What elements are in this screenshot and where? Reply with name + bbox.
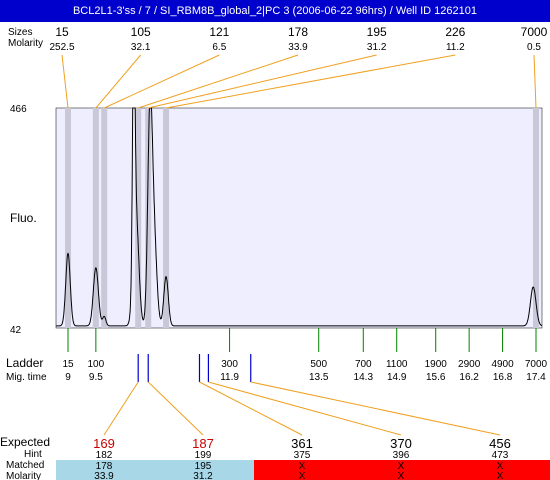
ladder-size-label: 15 (62, 359, 74, 370)
peak-size-label: 178 (288, 25, 308, 39)
row-label-molarity-bottom: Molarity (6, 471, 41, 480)
peak-connector (95, 54, 142, 109)
peak-size-label: 226 (445, 25, 465, 39)
fluorescence-trace (56, 107, 543, 327)
expected-size-label: 187 (192, 436, 214, 451)
expected-matched-label: 195 (195, 461, 212, 472)
row-label-sizes: Sizes (8, 27, 32, 38)
peak-size-label: 105 (131, 25, 151, 39)
expected-connector (250, 381, 501, 436)
peak-band (533, 108, 539, 328)
expected-molarity-label: X (497, 471, 504, 480)
ladder-time-label: 17.4 (526, 372, 546, 383)
expected-connector (208, 381, 402, 436)
row-label-expected: Expected (0, 435, 50, 449)
peak-connector (165, 54, 456, 109)
expected-size-label: 456 (489, 436, 511, 451)
peak-size-label: 195 (367, 25, 387, 39)
ladder-time-label: 9 (65, 372, 71, 383)
expected-size-label: 361 (291, 436, 313, 451)
peak-molarity-label: 32.1 (131, 42, 151, 53)
peak-molarity-label: 6.5 (212, 42, 226, 53)
ladder-size-label: 100 (88, 359, 105, 370)
peak-size-label: 7000 (521, 25, 548, 39)
ladder-size-label: 4900 (491, 359, 514, 370)
row-label-hint: Hint (24, 449, 42, 460)
ladder-time-label: 15.6 (426, 372, 446, 383)
peak-molarity-label: 11.2 (446, 42, 465, 53)
ladder-size-label: 500 (310, 359, 327, 370)
peak-molarity-label: 33.9 (288, 42, 308, 53)
ladder-time-label: 16.2 (459, 372, 479, 383)
plot-area (55, 107, 543, 329)
expected-molarity-label: 33.9 (94, 471, 114, 480)
expected-matched-label: X (398, 461, 405, 472)
expected-matched-label: 178 (96, 461, 113, 472)
expected-size-label: 169 (93, 436, 115, 451)
ladder-size-label: 1900 (425, 359, 448, 370)
expected-size-label: 370 (390, 436, 412, 451)
expected-molarity-label: X (398, 471, 405, 480)
ladder-time-label: 11.9 (220, 372, 239, 383)
ladder-time-label: 14.3 (354, 372, 374, 383)
row-label-fluo: Fluo. (10, 211, 37, 225)
ladder-time-label: 9.5 (89, 372, 103, 383)
expected-connector (147, 381, 204, 436)
expected-matched-label: X (497, 461, 504, 472)
peak-band (135, 108, 142, 328)
expected-connector (103, 381, 139, 436)
peak-size-label: 15 (55, 25, 69, 39)
peak-connector (104, 54, 220, 109)
peak-connector (533, 54, 537, 109)
ladder-time-label: 16.8 (493, 372, 513, 383)
expected-matched-label: X (299, 461, 306, 472)
peak-connector (61, 54, 69, 109)
ladder-size-label: 7000 (525, 359, 548, 370)
peak-molarity-label: 252.5 (49, 42, 74, 53)
unmatched-row-bg (254, 460, 550, 480)
matched-row-bg (56, 460, 254, 480)
peak-band (163, 108, 170, 328)
chart-header: BCL2L1-3'ss / 7 / SI_RBM8B_global_2|PC 3… (0, 0, 550, 22)
peak-band (145, 108, 152, 328)
row-label-ladder: Ladder (6, 356, 43, 370)
peak-band (92, 108, 99, 328)
expected-connector (199, 381, 303, 436)
ladder-size-label: 1100 (386, 359, 408, 370)
peak-band (65, 108, 71, 328)
row-label-matched: Matched (6, 460, 44, 471)
ladder-size-label: 300 (221, 359, 238, 370)
peak-molarity-label: 31.2 (367, 42, 387, 53)
expected-hint-label: 473 (492, 450, 509, 461)
expected-molarity-label: 31.2 (193, 471, 213, 480)
row-label-mig-time: Mig. time (6, 372, 47, 383)
y-tick-label-max: 466 (10, 104, 27, 115)
expected-molarity-label: X (299, 471, 306, 480)
peak-connector (148, 54, 377, 109)
ladder-size-label: 2900 (458, 359, 481, 370)
row-label-molarity: Molarity (8, 38, 43, 49)
expected-hint-label: 396 (393, 450, 410, 461)
ladder-size-label: 700 (355, 359, 372, 370)
peak-size-label: 121 (209, 25, 229, 39)
peak-connector (138, 54, 299, 109)
expected-hint-label: 182 (96, 450, 113, 461)
ladder-time-label: 13.5 (309, 372, 329, 383)
peak-band (101, 108, 108, 328)
y-tick-label-min: 42 (10, 325, 22, 336)
ladder-time-label: 14.9 (387, 372, 407, 383)
expected-hint-label: 375 (294, 450, 311, 461)
peak-molarity-label: 0.5 (527, 42, 541, 53)
expected-hint-label: 199 (195, 450, 212, 461)
